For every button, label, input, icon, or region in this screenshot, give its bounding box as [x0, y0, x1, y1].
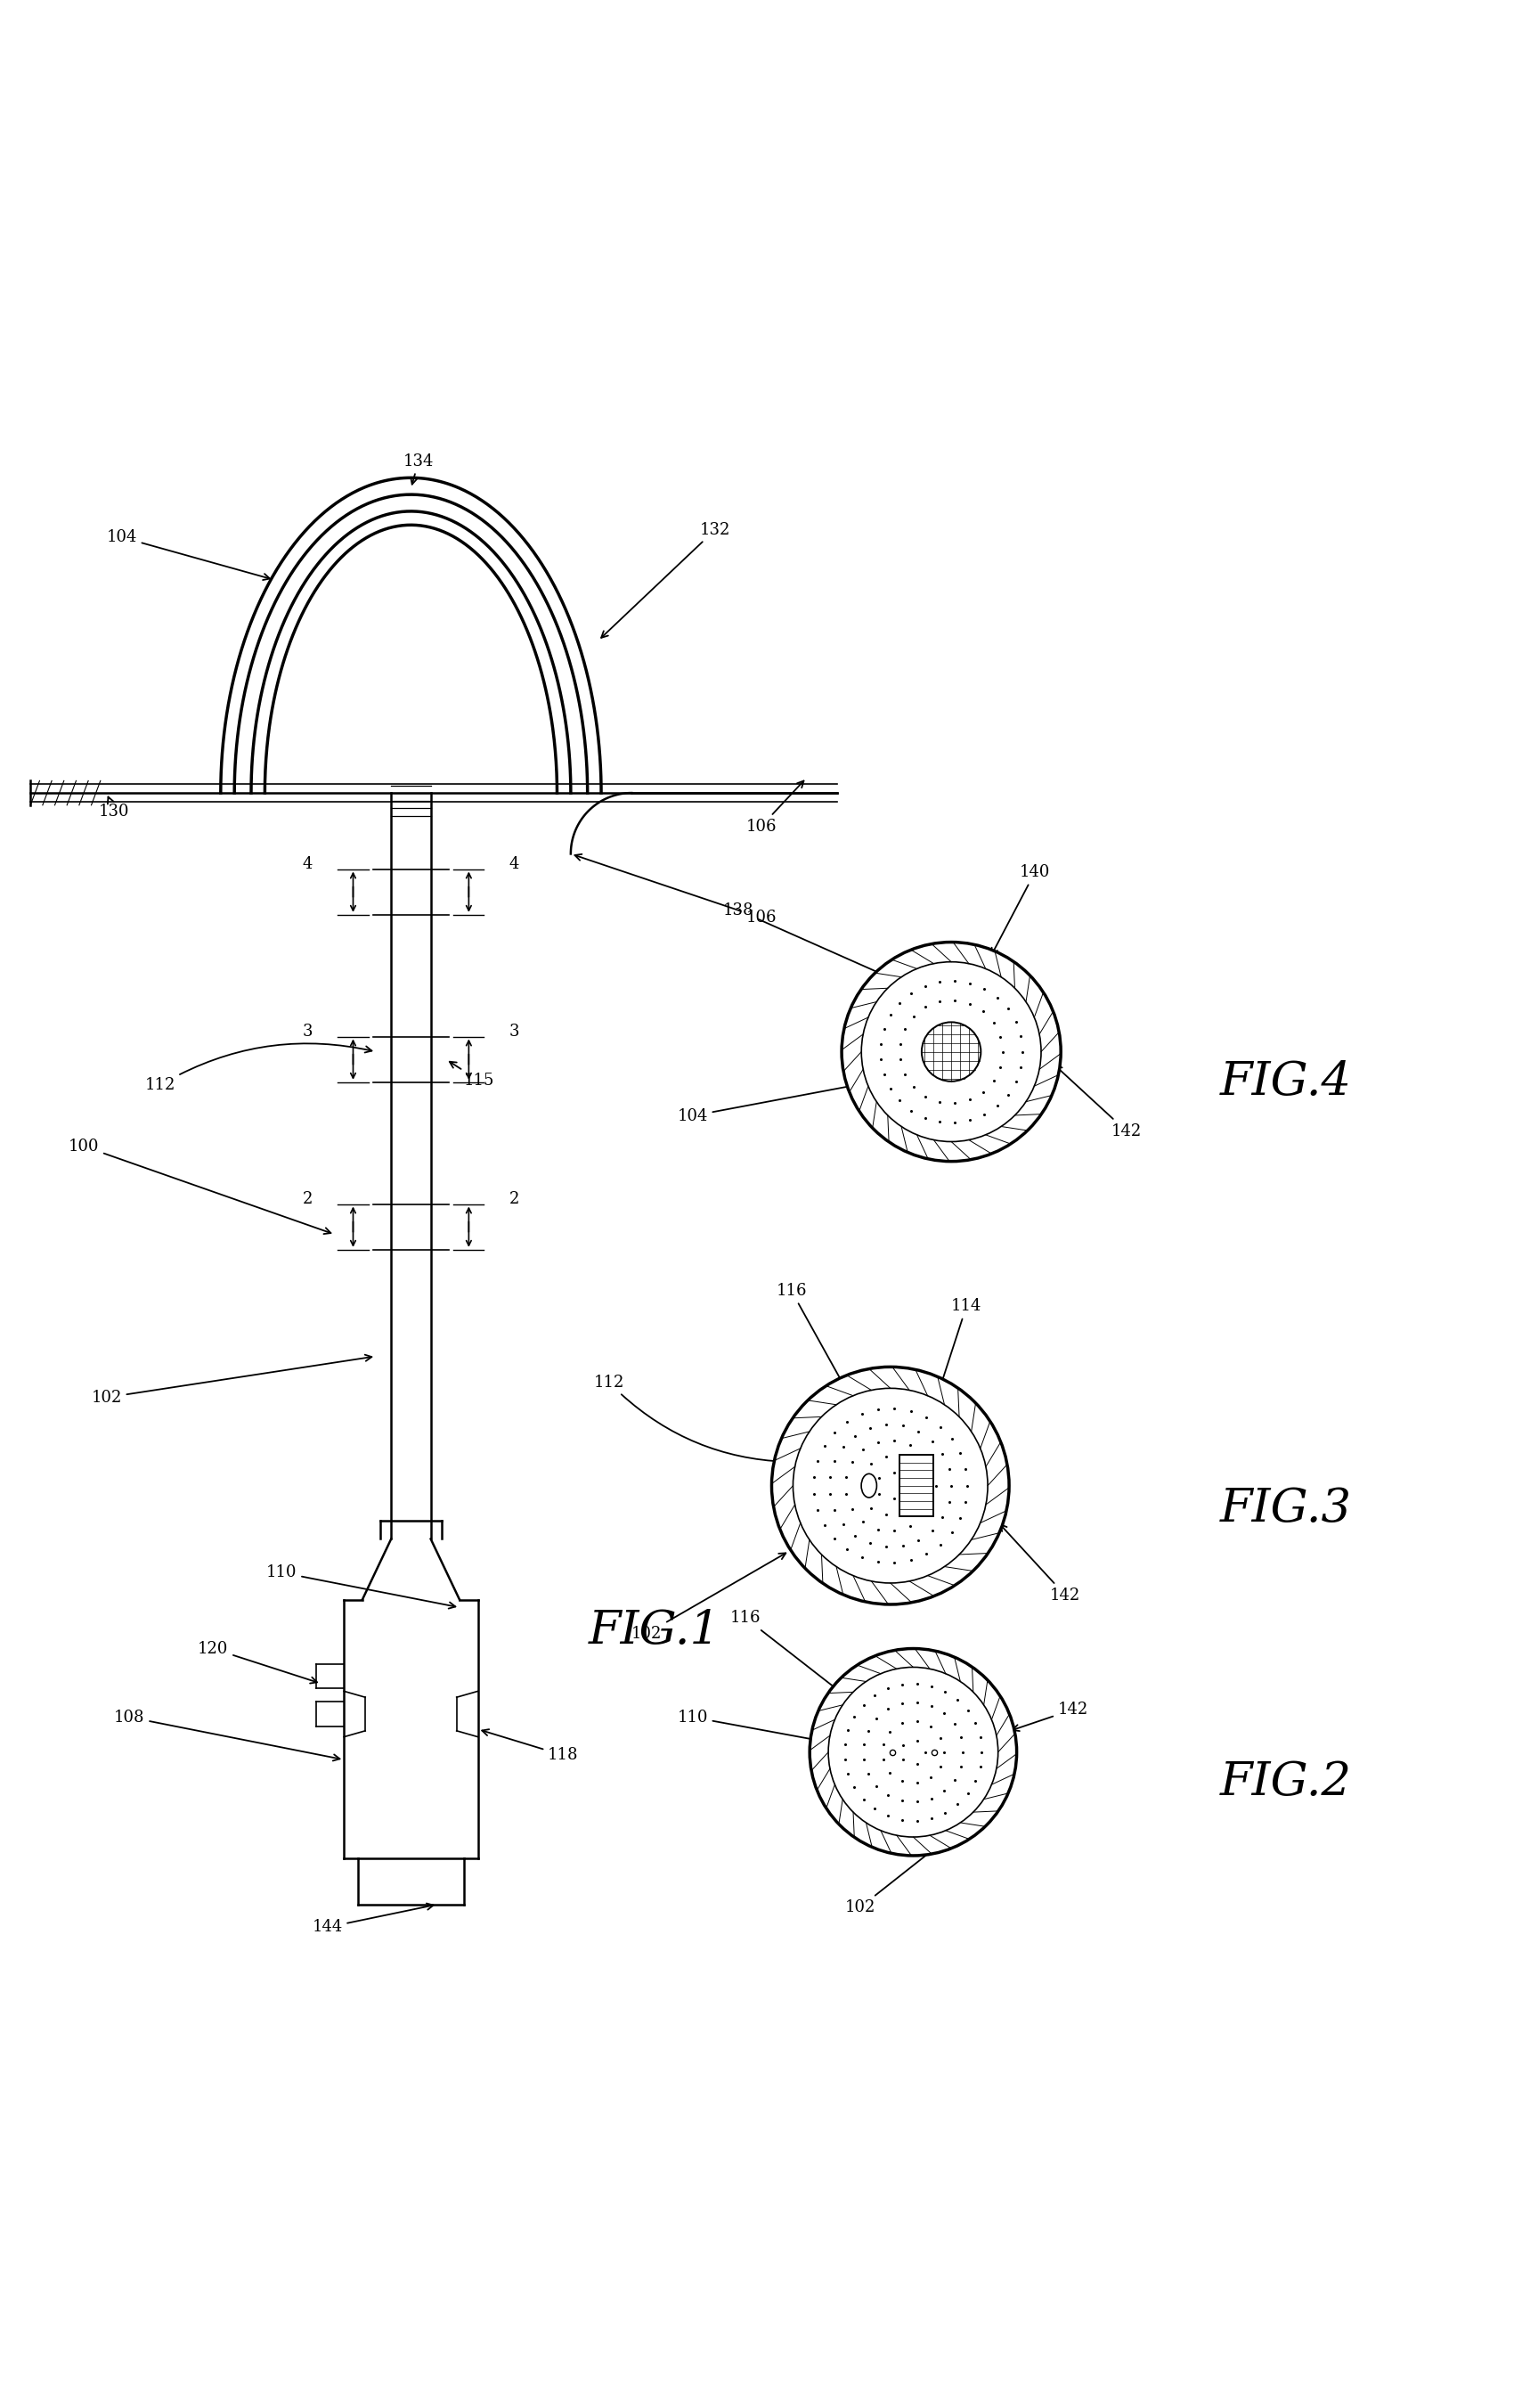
- Circle shape: [772, 1368, 1009, 1604]
- Text: 102: 102: [91, 1356, 371, 1406]
- Text: 102: 102: [845, 1828, 962, 1914]
- Text: 104: 104: [107, 530, 269, 580]
- Text: 144: 144: [312, 1902, 434, 1936]
- Text: 106: 106: [575, 855, 776, 927]
- Text: 134: 134: [403, 453, 434, 484]
- Circle shape: [922, 1021, 980, 1081]
- Text: 116: 116: [731, 1611, 848, 1698]
- Text: 118: 118: [482, 1729, 578, 1763]
- Text: 142: 142: [1000, 1524, 1081, 1604]
- Text: 112: 112: [145, 1043, 371, 1093]
- Text: 140: 140: [992, 864, 1050, 956]
- Text: 142: 142: [1012, 1702, 1088, 1731]
- Text: FIG.3: FIG.3: [1221, 1486, 1352, 1531]
- Text: 142: 142: [1055, 1067, 1142, 1139]
- Text: 2: 2: [510, 1192, 519, 1206]
- Text: 130: 130: [99, 797, 129, 819]
- Text: 108: 108: [114, 1710, 339, 1760]
- Text: 116: 116: [776, 1283, 864, 1423]
- Text: 3: 3: [510, 1023, 519, 1040]
- Text: 3: 3: [303, 1023, 312, 1040]
- Text: FIG.4: FIG.4: [1221, 1060, 1352, 1105]
- Text: 115: 115: [449, 1062, 495, 1088]
- Bar: [900, 1454, 933, 1517]
- Circle shape: [842, 942, 1061, 1161]
- Ellipse shape: [861, 1474, 877, 1498]
- Text: 114: 114: [909, 1298, 982, 1481]
- Text: 110: 110: [266, 1565, 455, 1609]
- Text: 106: 106: [746, 780, 804, 836]
- Text: 112: 112: [594, 1375, 785, 1464]
- Text: 2: 2: [303, 1192, 312, 1206]
- Text: FIG.2: FIG.2: [1221, 1760, 1352, 1806]
- Circle shape: [810, 1649, 1017, 1857]
- Text: 110: 110: [677, 1710, 878, 1753]
- Text: 4: 4: [303, 857, 312, 872]
- Text: 132: 132: [601, 523, 731, 638]
- Text: 104: 104: [677, 1084, 854, 1125]
- Text: 102: 102: [632, 1553, 785, 1642]
- Text: 120: 120: [198, 1640, 317, 1683]
- Text: 100: 100: [68, 1139, 330, 1233]
- Text: 138: 138: [723, 903, 892, 980]
- Text: 4: 4: [510, 857, 519, 872]
- Text: FIG.1: FIG.1: [589, 1609, 720, 1652]
